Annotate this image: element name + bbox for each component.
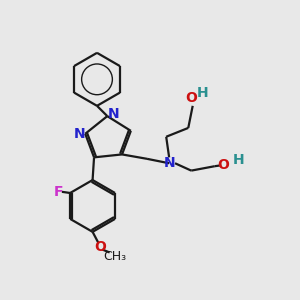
Text: N: N	[108, 107, 120, 121]
Text: O: O	[94, 240, 106, 254]
Text: N: N	[163, 156, 175, 170]
Text: CH₃: CH₃	[103, 250, 126, 263]
Text: N: N	[74, 127, 85, 141]
Text: O: O	[218, 158, 230, 172]
Text: O: O	[185, 92, 197, 106]
Text: H: H	[233, 153, 245, 167]
Text: H: H	[197, 85, 209, 100]
Text: F: F	[54, 184, 64, 199]
